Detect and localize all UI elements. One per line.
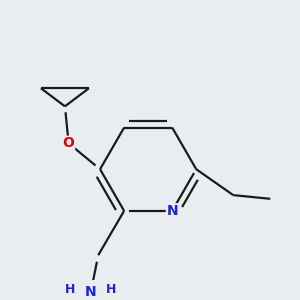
- Text: H: H: [65, 283, 76, 296]
- Text: N: N: [85, 285, 97, 299]
- Text: H: H: [106, 283, 116, 296]
- Text: O: O: [63, 136, 75, 150]
- Text: N: N: [167, 204, 178, 218]
